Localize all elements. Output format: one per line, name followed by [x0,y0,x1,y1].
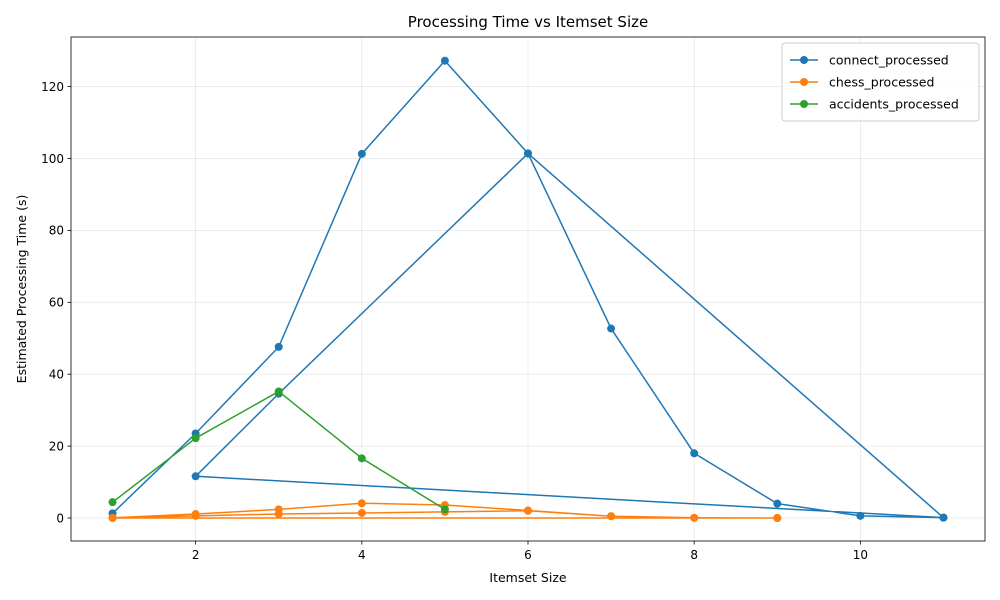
legend: connect_processed chess_processed accident… [781,42,980,122]
data-point [357,499,366,508]
data-point [440,505,449,514]
data-point [607,512,616,521]
data-point [191,511,200,520]
data-point [191,472,200,481]
y-tick-label: 40 [49,367,64,381]
legend-swatch-marker [800,56,808,64]
chart-title: Processing Time vs Itemset Size [408,13,648,31]
y-tick-label: 60 [49,296,64,310]
data-point [274,387,283,396]
data-point [108,513,117,522]
legend-swatch-marker [800,78,808,86]
y-axis-label: Estimated Processing Time (s) [14,195,29,384]
data-point [690,449,699,458]
data-point [690,513,699,522]
y-tick-label: 100 [41,152,64,166]
legend-item: connect_processed [790,53,949,68]
data-point [274,510,283,519]
y-tick-label: 120 [41,80,64,94]
data-point [357,149,366,158]
y-tick-label: 20 [49,439,64,453]
series-chess_processed [108,499,782,522]
data-point [108,498,117,507]
series-layer [108,56,948,522]
data-point [191,434,200,443]
data-point [607,324,616,333]
data-point [274,342,283,351]
x-tick-label: 4 [358,548,366,562]
legend-swatch-marker [800,100,808,108]
data-point [357,508,366,517]
x-tick-label: 6 [524,548,532,562]
data-point [524,506,532,515]
legend-item: accidents_processed [790,97,959,112]
x-tick-label: 8 [690,548,698,562]
x-tick-label: 10 [853,548,868,562]
data-point [773,499,782,508]
data-point [939,513,948,522]
y-tick-label: 80 [49,224,64,238]
y-tick-label: 0 [56,511,64,525]
legend-label: chess_processed [829,75,934,90]
legend-item: chess_processed [790,75,934,90]
series-accidents_processed [108,387,449,514]
data-point [440,56,449,65]
x-tick-label: 2 [192,548,200,562]
series-line [111,502,779,519]
legend-box [781,42,980,122]
legend-label: accidents_processed [829,97,959,112]
data-point [773,513,782,522]
x-axis-label: Itemset Size [489,570,567,585]
grid [71,37,985,541]
data-point [524,149,532,158]
data-point [357,454,366,463]
legend-label: connect_processed [829,53,949,68]
data-point [856,511,865,520]
